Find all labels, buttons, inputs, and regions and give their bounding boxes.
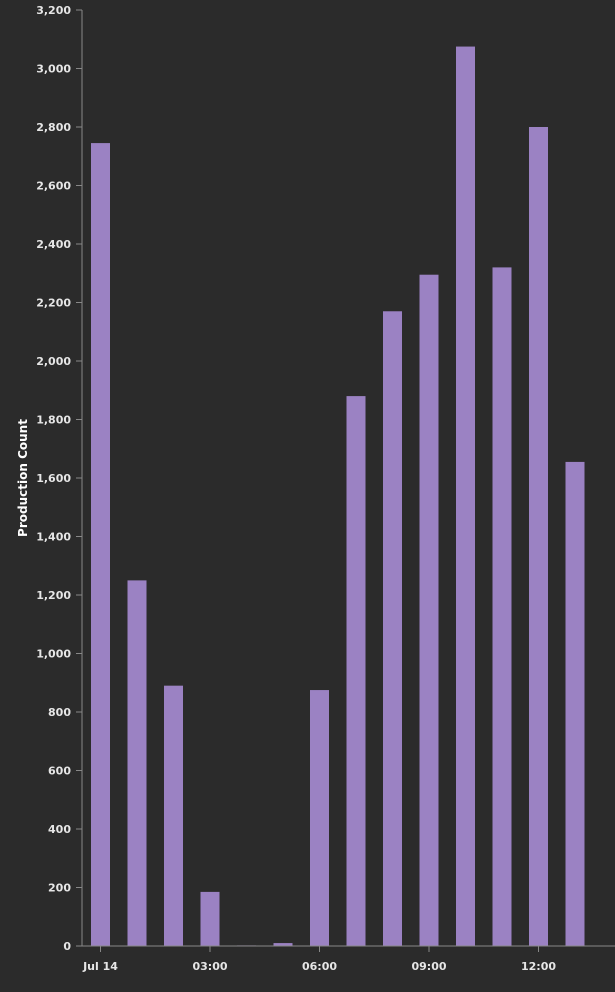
bar-0100 [127, 580, 147, 947]
bar-0800 [383, 311, 402, 946]
y-tick-label: 2,600 [36, 180, 71, 193]
y-tick-label: 600 [48, 765, 71, 778]
y-tick-label: 0 [63, 940, 71, 953]
y-tick-label: 800 [48, 706, 71, 719]
y-tick-label: 2,000 [36, 355, 71, 368]
x-tick-label: 09:00 [411, 960, 446, 973]
y-tick-label: 3,000 [36, 63, 71, 76]
y-tick-label: 400 [48, 823, 71, 836]
y-tick-label: 2,800 [36, 121, 71, 134]
bar-1300 [565, 461, 585, 946]
bars [91, 46, 585, 947]
y-tick-label: 3,200 [36, 4, 71, 17]
bar-0900 [419, 274, 439, 947]
bar-1100 [492, 267, 512, 946]
y-axis: 0 200 400 600 800 1,000 1,200 1,400 1,600 1,800 2,… [36, 4, 83, 953]
bar-0500 [273, 943, 293, 946]
x-tick-label: Jul 14 [82, 960, 118, 973]
y-tick-label: 200 [48, 882, 71, 895]
y-tick-label: 1,800 [36, 414, 71, 427]
bar-1000 [456, 46, 475, 947]
y-tick-label: 1,200 [36, 589, 71, 602]
bar-0200 [164, 685, 183, 946]
x-axis: Jul 14 03:00 06:00 09:00 12:00 [82, 945, 615, 973]
bar-0600 [310, 690, 329, 946]
y-axis-title: Production Count [16, 419, 30, 537]
x-tick-label: 06:00 [302, 960, 337, 973]
bar-0000 [91, 143, 110, 947]
bar-0300 [200, 891, 220, 946]
y-tick-label: 1,600 [36, 472, 71, 485]
y-tick-label: 2,400 [36, 238, 71, 251]
bar-1200 [529, 127, 548, 946]
y-tick-label: 1,000 [36, 648, 71, 661]
y-tick-label: 2,200 [36, 297, 71, 310]
x-tick-label: 12:00 [521, 960, 556, 973]
x-tick-label: 03:00 [192, 960, 227, 973]
y-tick-label: 1,400 [36, 531, 71, 544]
bar-0700 [346, 396, 366, 947]
